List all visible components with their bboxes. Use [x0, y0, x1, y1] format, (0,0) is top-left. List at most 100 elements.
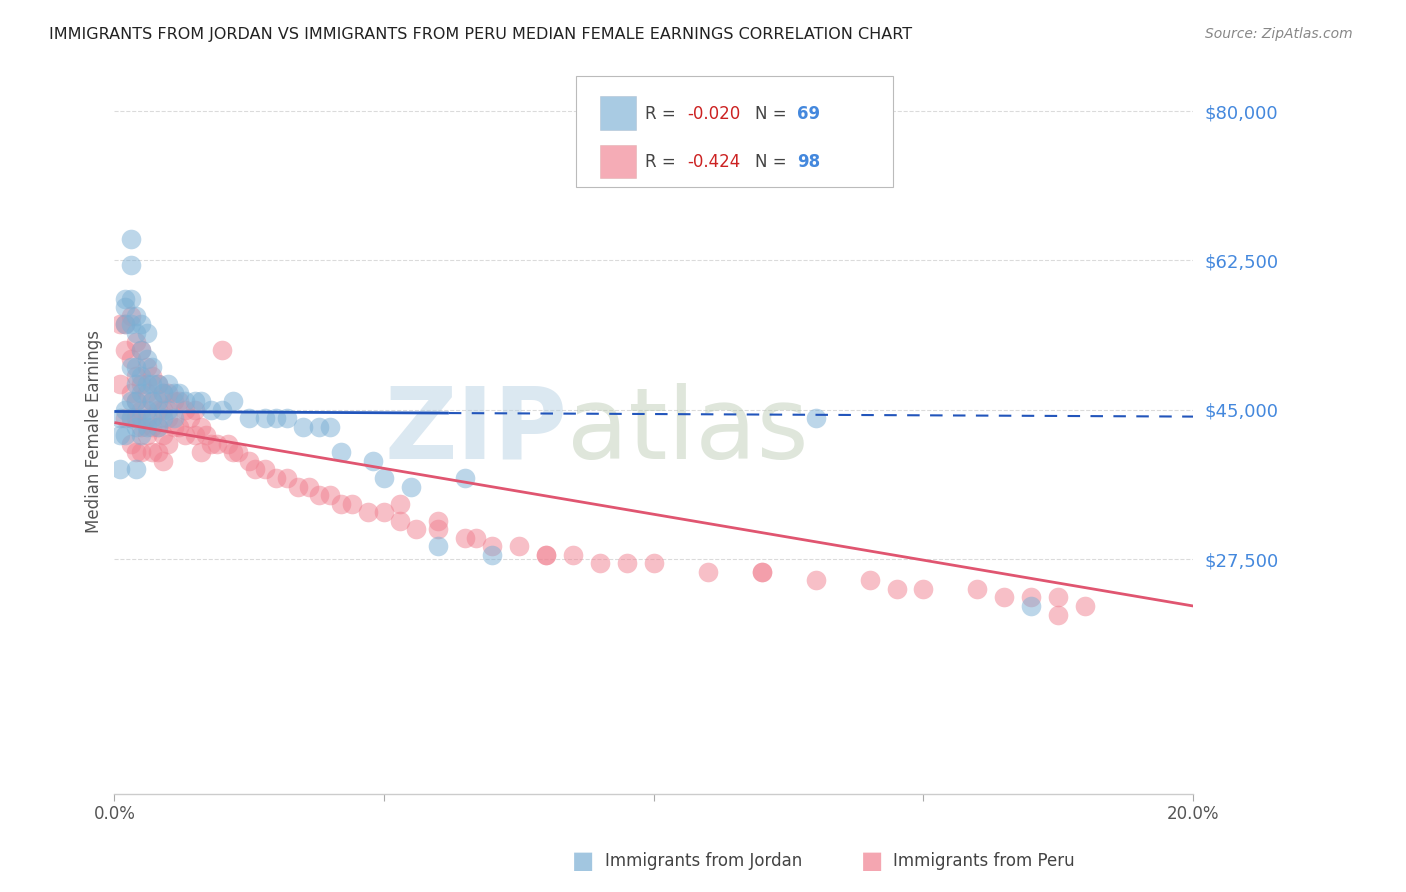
Text: R =: R =	[645, 153, 682, 171]
Point	[152, 385, 174, 400]
Text: N =: N =	[755, 105, 792, 123]
Point	[454, 531, 477, 545]
Point	[120, 411, 142, 425]
Point	[427, 522, 450, 536]
Point	[141, 420, 163, 434]
Point	[1021, 599, 1043, 613]
Point	[804, 574, 827, 588]
Point	[751, 565, 773, 579]
Point	[131, 420, 153, 434]
Point	[135, 411, 157, 425]
Text: Immigrants from Jordan: Immigrants from Jordan	[605, 852, 801, 870]
Point	[131, 368, 153, 383]
Point	[146, 402, 169, 417]
Point	[114, 402, 136, 417]
Point	[125, 309, 148, 323]
Point	[135, 351, 157, 366]
Point	[152, 385, 174, 400]
Point	[804, 411, 827, 425]
Point	[858, 574, 880, 588]
Point	[114, 411, 136, 425]
Point	[125, 445, 148, 459]
Text: atlas: atlas	[568, 383, 808, 480]
Point	[152, 411, 174, 425]
Point	[114, 301, 136, 315]
Point	[108, 411, 131, 425]
Point	[211, 343, 233, 357]
Point	[222, 445, 245, 459]
Text: R =: R =	[645, 105, 682, 123]
Point	[405, 522, 427, 536]
Point	[163, 420, 186, 434]
Point	[399, 479, 422, 493]
Point	[157, 411, 180, 425]
Point	[238, 454, 260, 468]
Point	[120, 351, 142, 366]
Point	[200, 437, 222, 451]
Point	[319, 488, 342, 502]
Point	[173, 428, 195, 442]
Point	[211, 402, 233, 417]
Point	[108, 462, 131, 476]
Point	[146, 377, 169, 392]
Text: Source: ZipAtlas.com: Source: ZipAtlas.com	[1205, 27, 1353, 41]
Point	[108, 428, 131, 442]
Point	[141, 394, 163, 409]
Text: ■: ■	[572, 849, 595, 872]
Text: Immigrants from Peru: Immigrants from Peru	[893, 852, 1074, 870]
Point	[141, 377, 163, 392]
Point	[141, 360, 163, 375]
Point	[114, 318, 136, 332]
Point	[131, 377, 153, 392]
Point	[157, 402, 180, 417]
Point	[464, 531, 486, 545]
Point	[195, 428, 218, 442]
Point	[141, 445, 163, 459]
Point	[167, 385, 190, 400]
Point	[254, 411, 277, 425]
Point	[120, 360, 142, 375]
Point	[205, 437, 228, 451]
Point	[589, 557, 612, 571]
Point	[114, 292, 136, 306]
Point	[120, 309, 142, 323]
Text: ZIP: ZIP	[385, 383, 568, 480]
Point	[120, 437, 142, 451]
Point	[1021, 591, 1043, 605]
Point	[120, 232, 142, 246]
Point	[114, 343, 136, 357]
Point	[146, 394, 169, 409]
Point	[389, 497, 412, 511]
Point	[135, 420, 157, 434]
Point	[141, 394, 163, 409]
Text: ■: ■	[860, 849, 883, 872]
Point	[217, 437, 239, 451]
Point	[373, 505, 395, 519]
Point	[120, 258, 142, 272]
Point	[427, 539, 450, 553]
Point	[508, 539, 530, 553]
Point	[163, 394, 186, 409]
Point	[276, 411, 298, 425]
Point	[696, 565, 718, 579]
Point	[135, 385, 157, 400]
Point	[886, 582, 908, 596]
Point	[146, 377, 169, 392]
Point	[125, 368, 148, 383]
Point	[131, 411, 153, 425]
Point	[108, 377, 131, 392]
Point	[481, 548, 503, 562]
Point	[184, 394, 207, 409]
Point	[135, 326, 157, 340]
Point	[125, 394, 148, 409]
Point	[125, 420, 148, 434]
Point	[167, 420, 190, 434]
Point	[912, 582, 935, 596]
Point	[114, 318, 136, 332]
Point	[135, 377, 157, 392]
Point	[125, 326, 148, 340]
Text: -0.020: -0.020	[688, 105, 741, 123]
Point	[993, 591, 1015, 605]
Point	[141, 411, 163, 425]
Point	[264, 411, 287, 425]
